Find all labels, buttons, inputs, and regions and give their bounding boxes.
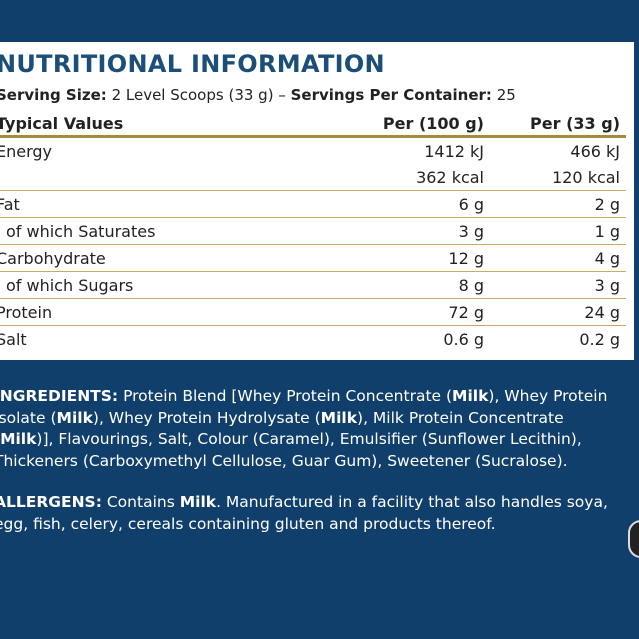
table-row: Fat 6 g 2 g (0, 191, 626, 218)
allergen-highlight: Milk (452, 387, 489, 405)
header-per-100g: Per (100 g) (382, 114, 484, 133)
header-per-serving: Per (33 g) (530, 114, 620, 133)
allergens-label: ALLERGENS: (0, 493, 102, 511)
nutrition-table: Typical Values Per (100 g) Per (33 g) En… (0, 110, 626, 352)
serving-info: Serving Size: 2 Level Scoops (33 g) – Se… (0, 86, 516, 104)
row-name: Salt (0, 330, 27, 349)
row-name: Energy (0, 142, 53, 161)
allergen-highlight: Milk (56, 408, 93, 427)
ingredients-text: ), Whey Protein (488, 387, 608, 405)
ingredients-line: Isolate (Milk), Whey Protein Hydrolysate… (0, 408, 634, 430)
row-name: of which Sugars (6, 276, 134, 295)
ingredients-text: ), Whey Protein Hydrolysate ( (92, 408, 321, 427)
allergens-text: egg, fish, celery, cereals containing gl… (0, 514, 496, 533)
allergens-text: Contains (106, 493, 180, 511)
row-name: Fat (0, 195, 20, 214)
table-row: Carbohydrate 12 g 4 g (0, 245, 626, 272)
table-row: Protein 72 g 24 g (0, 299, 626, 326)
table-row: 362 kcal 120 kcal (0, 164, 626, 191)
row-per-100g: 1412 kJ (424, 142, 484, 161)
allergens-text: . Manufactured in a facility that also h… (216, 493, 608, 511)
ingredients-block: INGREDIENTS: Protein Blend [Whey Protein… (0, 386, 634, 472)
ingredients-line: Thickeners (Carboxymethyl Cellulose, Gua… (0, 451, 634, 473)
row-per-serving: 3 g (594, 276, 620, 295)
row-per-100g: 6 g (458, 195, 484, 214)
row-per-serving: 2 g (594, 195, 620, 214)
row-per-100g: 3 g (458, 222, 484, 241)
allergens-line: ALLERGENS: Contains Milk. Manufactured i… (0, 492, 634, 514)
ingredients-line: (Milk)], Flavourings, Salt, Colour (Cara… (0, 429, 634, 451)
serving-size-value: 2 Level Scoops (33 g) (111, 86, 274, 104)
panel-title: NUTRITIONAL INFORMATION (0, 50, 385, 78)
allergen-highlight: Milk (179, 493, 217, 511)
serving-separator: – (278, 86, 286, 104)
ingredients-text: Isolate ( (0, 408, 57, 427)
row-per-serving: 1 g (594, 222, 620, 241)
serving-size-label: Serving Size: (0, 86, 107, 104)
row-per-100g: 0.6 g (443, 330, 484, 349)
scroll-handle[interactable] (628, 520, 639, 558)
row-per-100g: 72 g (448, 303, 484, 322)
row-per-serving: 466 kJ (570, 142, 620, 161)
allergens-block: ALLERGENS: Contains Milk. Manufactured i… (0, 492, 634, 535)
row-per-serving: 0.2 g (579, 330, 620, 349)
ingredients-label: INGREDIENTS: (0, 387, 119, 405)
nutrition-panel (0, 42, 634, 360)
table-row: Energy 1412 kJ 466 kJ (0, 138, 626, 164)
ingredients-text: )], Flavourings, Salt, Colour (Caramel),… (36, 430, 582, 448)
header-typical-values: Typical Values (0, 114, 124, 133)
ingredients-text: Protein Blend [Whey Protein Concentrate … (123, 387, 453, 405)
allergen-highlight: Milk (0, 430, 37, 448)
table-row: of which Saturates 3 g 1 g (0, 218, 626, 245)
row-per-100g: 12 g (448, 249, 484, 268)
row-name: Carbohydrate (0, 249, 106, 268)
servings-per-container-label: Servings Per Container: (290, 86, 492, 104)
table-row: of which Sugars 8 g 3 g (0, 272, 626, 299)
row-per-serving: 120 kcal (552, 168, 620, 187)
servings-per-container-value: 25 (496, 86, 516, 104)
allergens-line: egg, fish, celery, cereals containing gl… (0, 514, 634, 536)
row-per-serving: 24 g (584, 303, 620, 322)
allergen-highlight: Milk (320, 408, 358, 427)
ingredients-text: Thickeners (Carboxymethyl Cellulose, Gua… (0, 451, 568, 470)
table-row: Salt 0.6 g 0.2 g (0, 326, 626, 352)
row-name: Protein (0, 303, 53, 322)
ingredients-line: INGREDIENTS: Protein Blend [Whey Protein… (0, 386, 634, 408)
ingredients-text: ), Milk Protein Concentrate (357, 408, 564, 427)
row-per-serving: 4 g (594, 249, 620, 268)
table-header-row: Typical Values Per (100 g) Per (33 g) (0, 110, 626, 138)
row-name: of which Saturates (6, 222, 156, 241)
row-per-100g: 8 g (458, 276, 484, 295)
row-per-100g: 362 kcal (416, 168, 484, 187)
